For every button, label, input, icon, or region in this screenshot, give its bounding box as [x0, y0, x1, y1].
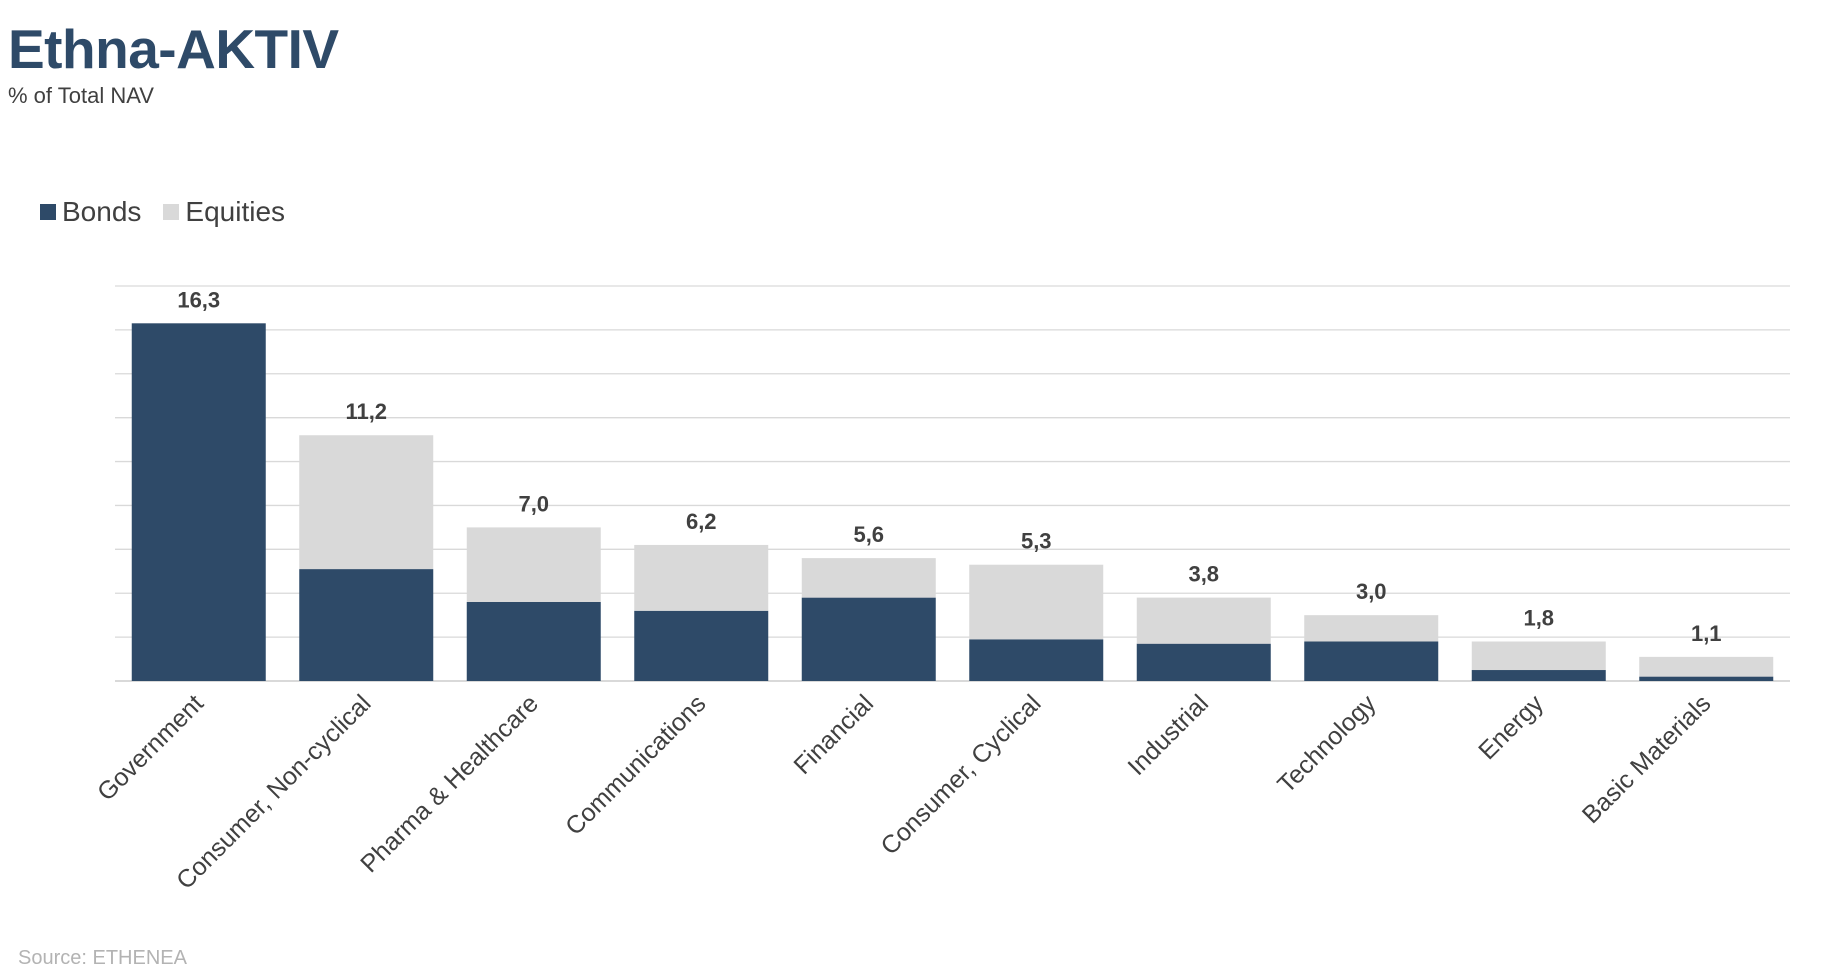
bar-equities — [1304, 615, 1439, 642]
category-tick-label: Industrial — [1122, 689, 1214, 781]
bar-bonds — [801, 597, 936, 681]
bar-equities — [801, 558, 936, 598]
bar-bonds — [1471, 670, 1606, 681]
bar-bonds — [1136, 643, 1271, 681]
bar-bonds — [299, 569, 434, 681]
legend: Bonds Equities — [40, 196, 285, 228]
data-label: 5,6 — [853, 522, 884, 547]
category-tick-label: Consumer, Cyclical — [875, 689, 1046, 860]
category-tick-label: Government — [92, 689, 209, 806]
bar-equities — [1136, 597, 1271, 644]
bar-equities — [969, 564, 1104, 640]
data-label: 3,8 — [1188, 562, 1219, 587]
legend-swatch-bonds — [40, 204, 56, 220]
category-tick-label: Communications — [560, 689, 711, 840]
data-label: 16,3 — [177, 287, 220, 312]
category-tick-label: Technology — [1272, 689, 1382, 799]
bar-bonds — [634, 610, 769, 681]
data-label: 7,0 — [518, 491, 549, 516]
legend-swatch-equities — [163, 204, 180, 220]
chart-title: Ethna-AKTIV — [8, 18, 339, 80]
data-label: 3,0 — [1356, 579, 1387, 604]
source-note: Source: ETHENEA — [18, 947, 187, 969]
data-label: 1,1 — [1691, 621, 1722, 646]
legend-item-bonds: Bonds — [40, 196, 141, 228]
bar-bonds — [131, 323, 266, 681]
data-label: 5,3 — [1021, 529, 1052, 554]
legend-label-bonds: Bonds — [62, 196, 142, 227]
category-tick-label: Energy — [1473, 689, 1549, 765]
category-tick-label: Basic Materials — [1577, 689, 1717, 829]
legend-label-equities: Equities — [185, 196, 286, 227]
bar-equities — [299, 435, 434, 570]
data-label: 1,8 — [1523, 606, 1554, 631]
category-tick-label: Financial — [788, 689, 879, 780]
bar-bonds — [1639, 676, 1774, 681]
bar-bonds — [1304, 641, 1439, 681]
category-tick-label: Pharma & Healthcare — [355, 689, 544, 878]
data-label: 11,2 — [345, 399, 387, 424]
category-tick-label: Consumer, Non-cyclical — [171, 689, 376, 894]
bar-equities — [634, 544, 769, 611]
bar-bonds — [969, 639, 1104, 681]
bar-bonds — [466, 602, 601, 681]
data-label: 6,2 — [686, 509, 717, 534]
chart-subtitle: % of Total NAV — [8, 83, 154, 108]
bar-equities — [1471, 641, 1606, 671]
legend-item-equities: Equities — [163, 196, 285, 228]
bar-equities — [466, 527, 601, 602]
bar-equities — [1639, 656, 1774, 677]
